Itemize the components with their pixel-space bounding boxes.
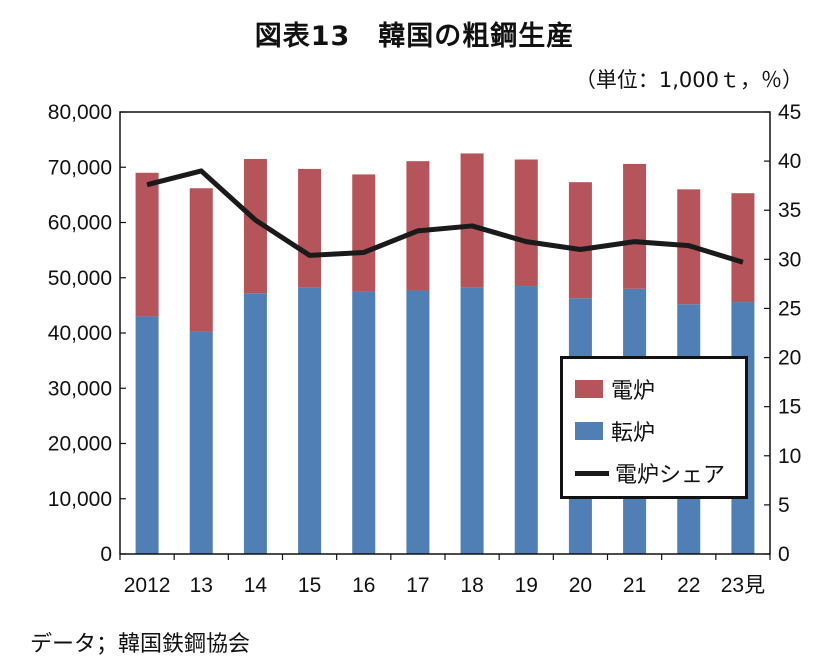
legend: 電炉 転炉 電炉シェア: [560, 356, 748, 499]
bar-electric: [568, 182, 592, 299]
right-tick-label: 40: [778, 150, 801, 173]
legend-line-share: [575, 470, 609, 476]
bar-converter: [514, 286, 538, 554]
unit-label: （単位：1,000ｔ，％）: [574, 68, 803, 92]
bar-converter: [243, 293, 267, 554]
x-tick-label: 21: [623, 574, 646, 597]
bar-converter: [460, 287, 484, 554]
right-tick-label: 5: [778, 494, 790, 517]
legend-label-electric: 電炉: [611, 379, 656, 404]
left-tick-label: 30,000: [48, 377, 112, 400]
left-tick-label: 50,000: [48, 267, 112, 290]
right-axis: 0 5 10 15 20 25 30 35 40 45: [764, 101, 801, 566]
x-tick-label: 15: [298, 574, 321, 597]
right-tick-label: 25: [778, 297, 801, 320]
legend-item-converter: 転炉: [575, 415, 655, 447]
x-tick-label: 22: [677, 574, 700, 597]
x-tick-label: 14: [244, 574, 268, 597]
right-tick-label: 15: [778, 396, 801, 419]
legend-label-converter: 転炉: [611, 421, 656, 446]
left-tick-label: 20,000: [48, 433, 112, 456]
x-tick-label: 19: [515, 574, 538, 597]
left-tick-label: 0: [100, 543, 112, 566]
chart-title: 図表13 韓国の粗鋼生産: [254, 21, 575, 52]
left-tick-label: 40,000: [48, 322, 112, 345]
bar-electric: [406, 161, 430, 291]
legend-item-electric: 電炉: [575, 373, 655, 405]
x-tick-label: 17: [406, 574, 429, 597]
x-tick-label: 13: [190, 574, 213, 597]
left-tick-label: 60,000: [48, 212, 112, 235]
bar-electric: [623, 163, 647, 289]
source-note: データ；韓国鉄鋼協会: [30, 632, 251, 657]
left-tick-label: 70,000: [48, 156, 112, 179]
bar-converter: [189, 331, 213, 554]
bar-electric: [731, 193, 755, 303]
bar-electric: [135, 172, 159, 317]
bars-layer: [135, 153, 755, 554]
bar-electric: [243, 158, 267, 294]
share-line-layer: [146, 168, 744, 265]
x-tick-label: 18: [460, 574, 483, 597]
right-tick-label: 35: [778, 199, 801, 222]
bar-electric: [514, 159, 538, 287]
right-tick-label: 20: [778, 347, 801, 370]
bar-electric: [298, 168, 322, 288]
bar-converter: [135, 316, 159, 554]
x-tick-label: 20: [569, 574, 592, 597]
left-axis: 0 10,000 20,000 30,000 40,000 50,000 60,000 70,…: [48, 101, 126, 566]
bar-converter: [352, 291, 376, 554]
right-tick-label: 10: [778, 445, 801, 468]
bar-converter: [298, 287, 322, 554]
legend-label-share: 電炉シェア: [615, 463, 726, 488]
bar-electric: [352, 174, 376, 292]
left-tick-label: 80,000: [48, 101, 112, 124]
legend-swatch-electric: [575, 380, 603, 398]
bar-electric: [460, 153, 484, 288]
right-tick-label: 30: [778, 248, 801, 271]
left-tick-label: 10,000: [48, 488, 112, 511]
bar-electric: [189, 188, 213, 332]
legend-item-share: 電炉シェア: [575, 457, 725, 489]
share-line: [146, 168, 744, 265]
right-tick-label: 45: [778, 101, 801, 124]
right-tick-label: 0: [778, 543, 790, 566]
x-axis: 2012 13 14 15 16 17 18 19 20 21 22 23見: [119, 554, 771, 597]
x-tick-label: 2012: [124, 574, 171, 597]
x-tick-label: 16: [352, 574, 375, 597]
x-tick-label: 23見: [721, 574, 765, 597]
legend-swatch-converter: [575, 422, 603, 440]
bar-converter: [406, 290, 430, 554]
